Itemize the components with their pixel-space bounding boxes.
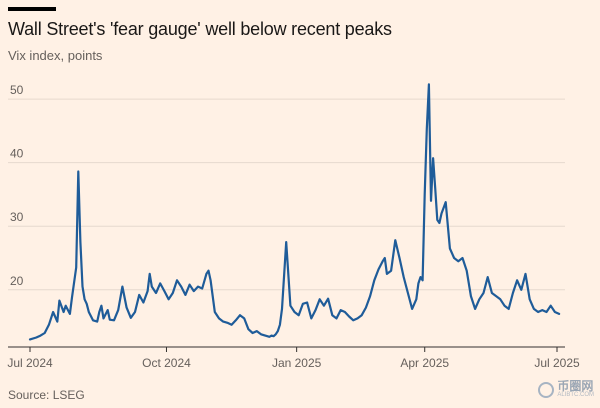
y-tick-label: 50 bbox=[10, 83, 24, 97]
header-accent-bar bbox=[8, 7, 56, 11]
x-axis-ticks: Jul 2024 Oct 2024 Jan 2025 Apr 2025 Jul 2025 bbox=[7, 347, 580, 370]
x-tick-label: Apr 2025 bbox=[400, 356, 449, 370]
x-tick-label: Jul 2025 bbox=[534, 356, 580, 370]
x-tick-label: Oct 2024 bbox=[142, 356, 191, 370]
x-tick-label: Jul 2024 bbox=[7, 356, 53, 370]
watermark-sub: ALIBTC.COM bbox=[557, 392, 594, 398]
watermark-brand: 币圈网 bbox=[557, 379, 594, 393]
watermark: 币圈网 ALIBTC.COM bbox=[538, 380, 594, 399]
y-tick-label: 40 bbox=[10, 147, 24, 161]
source-note: Source: LSEG bbox=[8, 388, 85, 402]
chart-subtitle: Vix index, points bbox=[8, 48, 103, 63]
y-tick-label: 20 bbox=[10, 274, 24, 288]
y-axis-labels: 20 30 40 50 bbox=[10, 83, 24, 288]
vix-series-line bbox=[28, 83, 561, 341]
watermark-logo-icon bbox=[538, 381, 555, 398]
y-tick-label: 30 bbox=[10, 210, 24, 224]
chart-title: Wall Street's 'fear gauge' well below re… bbox=[8, 19, 392, 39]
x-tick-label: Jan 2025 bbox=[272, 356, 322, 370]
gridlines bbox=[8, 98, 565, 291]
